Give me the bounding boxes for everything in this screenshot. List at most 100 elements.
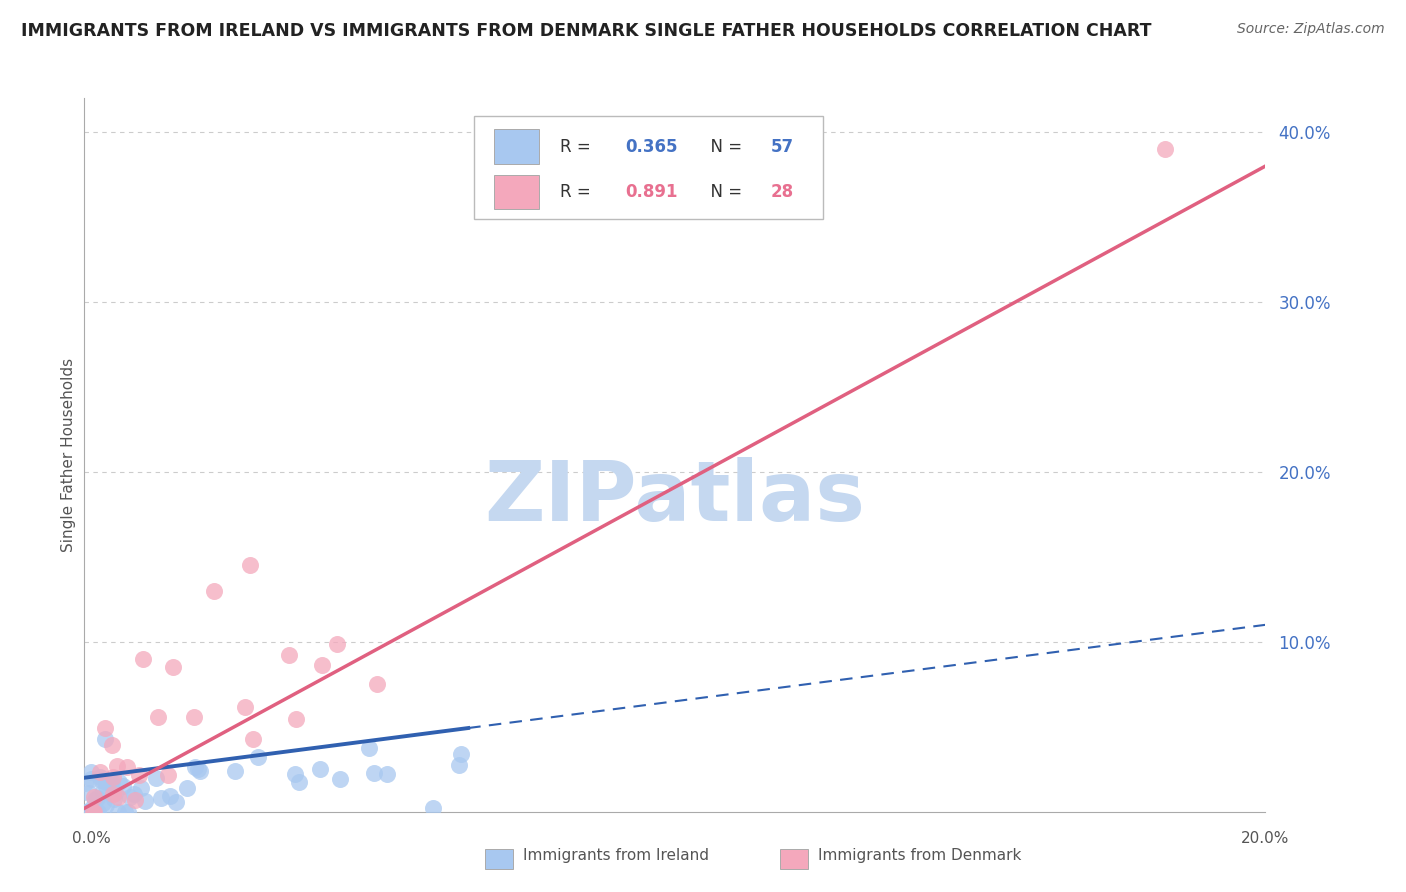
Point (103, 791, 125, 805)
Text: N =: N = (700, 183, 747, 201)
Y-axis label: Single Father Households: Single Father Households (60, 358, 76, 552)
Text: N =: N = (700, 137, 747, 155)
Point (94, 774, 117, 789)
Point (105, 758, 128, 772)
Point (101, 787, 124, 801)
Point (83, 805, 105, 819)
Point (79, 805, 101, 819)
Point (188, 764, 211, 779)
Point (239, 558, 262, 573)
Point (156, 768, 179, 782)
Point (94, 731, 117, 746)
Point (80, 805, 103, 819)
Point (86, 805, 108, 819)
Point (107, 790, 129, 805)
Point (132, 652, 155, 666)
Point (94, 779, 117, 793)
Point (128, 768, 150, 782)
Point (86, 791, 108, 805)
Point (149, 790, 172, 805)
Text: R =: R = (561, 183, 596, 201)
Text: 57: 57 (770, 137, 793, 155)
Point (117, 805, 139, 819)
Text: Immigrants from Ireland: Immigrants from Ireland (523, 848, 709, 863)
Point (183, 710, 205, 724)
Point (80, 764, 103, 779)
Point (101, 774, 124, 789)
Point (80, 801, 103, 815)
Point (89, 772, 111, 787)
Point (122, 787, 145, 801)
Point (129, 780, 152, 795)
Point (377, 767, 399, 781)
Text: Immigrants from Denmark: Immigrants from Denmark (818, 848, 1022, 863)
Point (91, 783, 114, 797)
Point (162, 660, 184, 674)
Point (91, 796, 114, 810)
Point (79, 805, 101, 819)
Point (75, 776, 97, 790)
Point (311, 658, 333, 673)
Point (107, 805, 129, 819)
Text: Source: ZipAtlas.com: Source: ZipAtlas.com (1237, 22, 1385, 37)
Point (94, 798, 117, 813)
Point (284, 767, 307, 781)
Point (114, 805, 136, 819)
Point (104, 786, 127, 800)
Point (366, 677, 388, 691)
Text: 0.891: 0.891 (626, 183, 678, 201)
Point (357, 740, 380, 755)
Point (98, 773, 121, 788)
Point (278, 648, 301, 663)
Point (246, 750, 269, 764)
Point (145, 771, 167, 785)
Point (422, 801, 444, 815)
Point (89, 770, 111, 784)
Point (83, 805, 105, 819)
FancyBboxPatch shape (474, 116, 823, 219)
Point (202, 583, 225, 598)
Point (1154, 142, 1177, 156)
Point (75, 805, 97, 819)
FancyBboxPatch shape (494, 129, 538, 163)
Point (329, 772, 352, 786)
Point (111, 779, 134, 793)
Text: 28: 28 (770, 183, 793, 201)
Point (159, 789, 181, 804)
Point (79, 786, 101, 800)
Point (184, 760, 207, 774)
Point (447, 758, 470, 772)
Point (84, 793, 107, 807)
Point (165, 795, 187, 809)
Text: 0.0%: 0.0% (72, 831, 111, 846)
Text: IMMIGRANTS FROM IRELAND VS IMMIGRANTS FROM DENMARK SINGLE FATHER HOUSEHOLDS CORR: IMMIGRANTS FROM IRELAND VS IMMIGRANTS FR… (21, 22, 1152, 40)
Point (101, 738, 124, 752)
Point (285, 712, 308, 726)
Point (115, 760, 138, 774)
Point (326, 637, 349, 651)
Text: ZIPatlas: ZIPatlas (485, 458, 865, 538)
Point (233, 699, 256, 714)
Point (450, 747, 472, 762)
Point (82, 805, 104, 819)
Point (83, 805, 105, 819)
Point (75, 805, 97, 819)
Point (187, 762, 209, 776)
Text: R =: R = (561, 137, 596, 155)
Point (176, 780, 198, 795)
Point (83, 789, 105, 804)
Text: 0.365: 0.365 (626, 137, 678, 155)
Point (80, 772, 103, 786)
Point (134, 794, 156, 808)
Point (124, 793, 146, 807)
Point (242, 731, 264, 746)
Point (89, 764, 111, 779)
Point (224, 764, 246, 779)
Point (148, 710, 170, 724)
Point (101, 771, 124, 785)
Point (363, 766, 385, 780)
FancyBboxPatch shape (494, 175, 538, 209)
Point (118, 790, 141, 805)
Point (288, 774, 311, 789)
Point (308, 762, 330, 776)
